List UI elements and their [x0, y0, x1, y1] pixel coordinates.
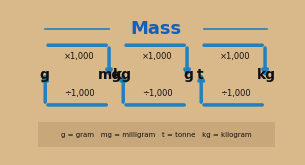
Text: g: g: [183, 68, 193, 82]
Text: ÷1,000: ÷1,000: [64, 89, 95, 98]
Text: ÷1,000: ÷1,000: [142, 89, 173, 98]
Text: ×1,000: ×1,000: [142, 52, 173, 61]
Text: kg: kg: [113, 68, 131, 82]
Text: ÷1,000: ÷1,000: [220, 89, 251, 98]
Text: ×1,000: ×1,000: [64, 52, 95, 61]
Text: t: t: [197, 68, 203, 82]
Text: g = gram   mg = milligram   t = tonne   kg = kilogram: g = gram mg = milligram t = tonne kg = k…: [61, 132, 252, 138]
Text: ×1,000: ×1,000: [220, 52, 251, 61]
Text: mg: mg: [98, 68, 122, 82]
Bar: [38, 122, 274, 147]
Text: kg: kg: [257, 68, 276, 82]
Text: Mass: Mass: [131, 20, 182, 38]
Text: g: g: [39, 68, 49, 82]
